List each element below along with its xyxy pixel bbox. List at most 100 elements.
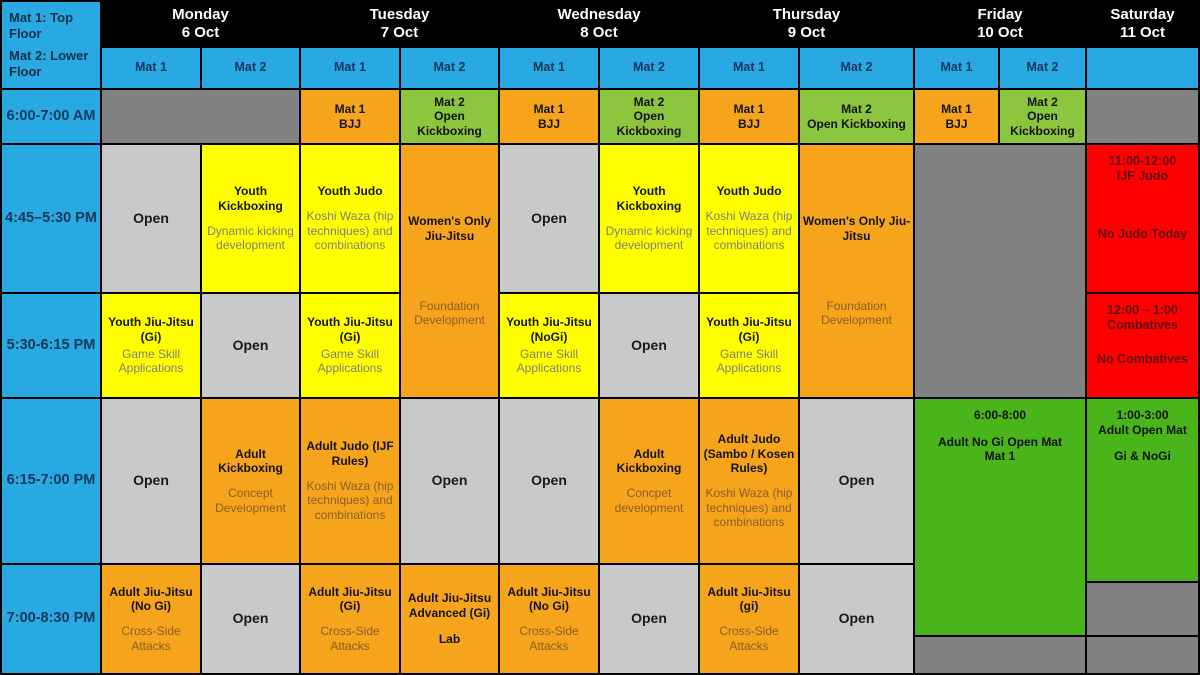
cell-text: Open xyxy=(133,472,169,489)
cell-saturday-530pm: 12:00 – 1:00 Combatives No Combatives xyxy=(1087,294,1198,397)
cell-text: Open xyxy=(232,610,269,627)
cell-text: Mat 2 xyxy=(633,60,665,75)
cell-wednesday-mat1-6am: Mat 1 BJJ xyxy=(500,90,598,143)
cell-monday-mat2-445pm: Youth Kickboxing Dynamic kicking developm… xyxy=(202,145,299,292)
cell-monday-mat2-615pm: Adult Kickboxing Concept Development xyxy=(202,399,299,563)
cell-text: Dynamic kicking development xyxy=(207,223,294,253)
cell-text: Adult No Gi Open Mat xyxy=(938,434,1062,449)
cell-text: Koshi Waza (hip techniques) and combinat… xyxy=(306,478,394,522)
cell-text: Friday xyxy=(977,5,1023,23)
cell-monday-mat2-730pm: Open xyxy=(202,565,299,673)
cell-text: Youth Jiu-Jitsu (Gi) xyxy=(706,315,792,344)
cell-text: Mat 2 xyxy=(433,60,466,75)
cell-text: 10 Oct xyxy=(977,24,1023,41)
cell-thursday-mat1-615pm: Adult Judo (Sambo / Kosen Rules) Koshi Wa… xyxy=(700,399,798,563)
cell-tuesday-mat2-615pm: Open xyxy=(401,399,498,563)
cell-text: Adult Kickboxing xyxy=(616,446,682,476)
cell-text: Mat 2: Lower Floor xyxy=(9,48,89,79)
cell-friday-evening: 6:00-8:00 Adult No Gi Open Mat Mat 1 xyxy=(915,399,1085,673)
mat-header-friday-mat2: Mat 2 xyxy=(1000,48,1085,88)
time-label-530pm: 5:30-6:15 PM xyxy=(2,294,100,397)
cell-text: Open xyxy=(631,336,667,353)
cell-text: Koshi Waza (hip techniques) and combinat… xyxy=(705,486,793,530)
cell-text: 6:00-7:00 AM xyxy=(6,107,96,124)
mat-header-wednesday-mat2: Mat 2 xyxy=(600,48,698,88)
cell-tuesday-mat1-730pm: Adult Jiu-Jitsu (Gi) Cross-Side Attacks xyxy=(301,565,399,673)
cell-text: Open xyxy=(531,472,567,489)
cell-wednesday-mat2-6am: Mat 2 Open Kickboxing xyxy=(600,90,698,143)
cell-wednesday-mat2-445pm: Youth Kickboxing Dynamic kicking developm… xyxy=(600,145,698,292)
day-header-monday: Monday 6 Oct xyxy=(102,2,299,46)
mat-header-tuesday-mat2: Mat 2 xyxy=(401,48,498,88)
cell-text: Adult Kickboxing xyxy=(218,446,283,476)
cell-text: Mat 2 xyxy=(434,94,465,109)
cell-text: Adult Jiu-Jitsu (No Gi) xyxy=(507,584,591,614)
mat-header-monday-mat1: Mat 1 xyxy=(102,48,200,88)
cell-text: 6 Oct xyxy=(181,24,220,41)
cell-text: Dynamic kicking development xyxy=(605,223,693,253)
cell-text: Youth Judo xyxy=(317,184,383,199)
cell-text: Mat 2 xyxy=(841,101,872,116)
cell-thursday-mat2-6am: Mat 2 Open Kickboxing xyxy=(800,90,913,143)
cell-thursday-mat1-6am: Mat 1 BJJ xyxy=(700,90,798,143)
cell-text: Open xyxy=(631,610,667,627)
cell-text: 6:15-7:00 PM xyxy=(6,472,96,489)
cell-text: Open xyxy=(232,336,269,353)
cell-thursday-mat1-730pm: Adult Jiu-Jitsu (gi) Cross-Side Attacks xyxy=(700,565,798,673)
mat-header-thursday-mat2: Mat 2 xyxy=(800,48,913,88)
cell-text: Gi & NoGi xyxy=(1114,449,1171,464)
cell-monday-6am-empty xyxy=(102,90,299,143)
cell-tuesday-mat1-445pm: Youth Judo Koshi Waza (hip techniques) an… xyxy=(301,145,399,292)
cell-saturday-445pm: 11:00-12:00 IJF Judo No Judo Today xyxy=(1087,145,1198,292)
cell-text: Mat 1 xyxy=(733,101,765,116)
cell-friday-mat1-6am: Mat 1 BJJ xyxy=(915,90,998,143)
cell-monday-mat1-445pm: Open xyxy=(102,145,200,292)
cell-text: Mat 1 xyxy=(334,101,366,116)
cell-tuesday-mat2-6am: Mat 2 Open Kickboxing xyxy=(401,90,498,143)
day-header-thursday: Thursday 9 Oct xyxy=(700,2,913,46)
cell-text: BJJ xyxy=(537,116,560,131)
cell-saturday-afternoon-part-1 xyxy=(1087,583,1198,635)
cell-text: Mat 1 xyxy=(135,60,167,75)
cell-text: No Combatives xyxy=(1097,351,1188,366)
cell-text: Youth Jiu-Jitsu (Gi) xyxy=(307,315,393,344)
cell-text: Mat 1 xyxy=(334,60,366,75)
day-header-friday: Friday 10 Oct xyxy=(915,2,1085,46)
cell-thursday-mat2-730pm: Open xyxy=(800,565,913,673)
cell-text: Koshi Waza (hip techniques) and combinat… xyxy=(306,208,394,253)
cell-wednesday-mat1-530pm: Youth Jiu-Jitsu (NoGi) Game Skill Applica… xyxy=(500,294,598,397)
cell-text: 6:00-8:00 xyxy=(973,408,1027,422)
cell-text: Lab xyxy=(438,632,461,647)
cell-text: Open Kickboxing xyxy=(616,109,682,138)
cell-friday-evening-part-0: 6:00-8:00 Adult No Gi Open Mat Mat 1 xyxy=(915,399,1085,635)
cell-text: Open Kickboxing xyxy=(807,116,906,131)
cell-text: Open Kickboxing xyxy=(1010,109,1075,138)
time-label-615pm: 6:15-7:00 PM xyxy=(2,399,100,563)
day-header-wednesday: Wednesday 8 Oct xyxy=(500,2,698,46)
mat-header-wednesday-mat1: Mat 1 xyxy=(500,48,598,88)
cell-text: Koshi Waza (hip techniques) and combinat… xyxy=(705,208,793,253)
cell-text: IJF Judo xyxy=(1116,169,1169,184)
cell-text: Youth Jiu-Jitsu (NoGi) xyxy=(506,315,592,344)
cell-text: Women's Only Jiu-Jitsu xyxy=(408,214,491,243)
time-label-445pm: 4:45–5:30 PM xyxy=(2,145,100,292)
cell-text: Cross-Side Attacks xyxy=(320,624,380,653)
cell-text: Cross-Side Attacks xyxy=(121,624,181,653)
cell-text: Mat 1 xyxy=(533,101,565,116)
cell-text: Adult Judo (Sambo / Kosen Rules) xyxy=(703,432,795,476)
cell-text: BJJ xyxy=(945,116,968,131)
cell-text: Game Skill Applications xyxy=(516,346,582,376)
cell-wednesday-mat2-530pm: Open xyxy=(600,294,698,397)
cell-text: Mat 1 xyxy=(940,60,973,75)
time-label-730pm: 7:00-8:30 PM xyxy=(2,565,100,673)
cell-wednesday-mat1-615pm: Open xyxy=(500,399,598,563)
cell-text: BJJ xyxy=(338,116,361,131)
cell-text: Adult Jiu-Jitsu (gi) xyxy=(707,584,791,614)
cell-text: Adult Jiu-Jitsu Advanced (Gi) xyxy=(407,591,492,620)
cell-text: Mat 2 xyxy=(1026,60,1059,75)
cell-friday-evening-part-1 xyxy=(915,637,1085,673)
cell-text: Open xyxy=(838,610,875,627)
cell-text: Mat 1: Top Floor xyxy=(9,10,74,42)
cell-text: Monday xyxy=(172,5,229,23)
